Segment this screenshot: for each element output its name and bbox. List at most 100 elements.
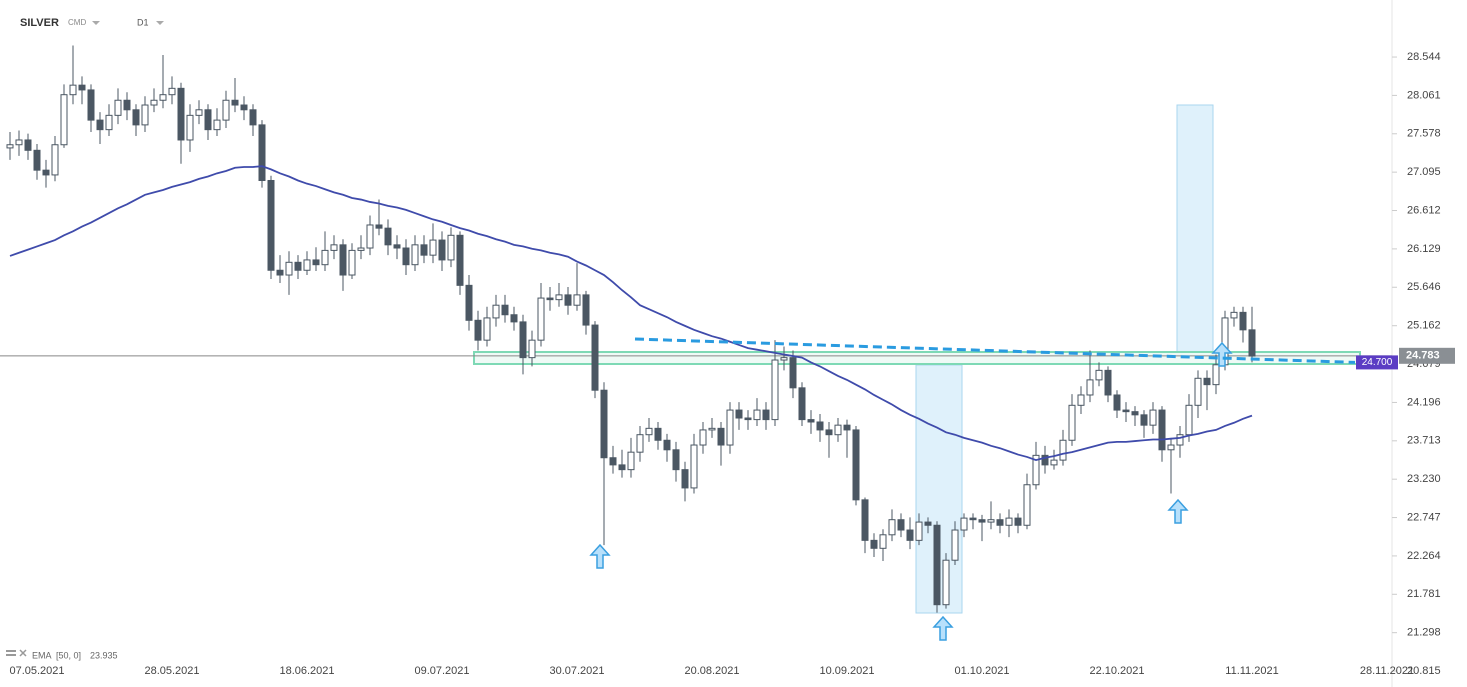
trendline-label: 24.700: [1362, 357, 1393, 368]
indicator-icon[interactable]: [6, 649, 27, 657]
candle-body: [438, 239, 446, 261]
trendline: [634, 337, 1356, 364]
candle-body: [240, 104, 248, 111]
candle-body: [168, 87, 176, 96]
x-tick-label: 30.07.2021: [549, 665, 604, 677]
candle-body: [528, 339, 536, 359]
candle-body: [60, 94, 68, 146]
x-tick-label: 18.06.2021: [279, 665, 334, 677]
candle-body: [204, 109, 212, 131]
x-tick-label: 09.07.2021: [414, 665, 469, 677]
candle-body: [411, 244, 419, 266]
candle-body: [744, 417, 752, 421]
y-tick-label: 26.612: [1407, 204, 1441, 216]
candle-body: [141, 104, 149, 126]
candle-body: [654, 427, 662, 441]
candle-body: [933, 524, 941, 606]
instrument-type[interactable]: CMD: [68, 18, 86, 27]
candle-body: [1131, 411, 1139, 416]
candle-body: [87, 89, 95, 121]
candle-body: [510, 314, 518, 323]
indicator-name: EMA: [32, 650, 52, 660]
candle-body: [573, 294, 581, 306]
candle-body: [1203, 377, 1211, 386]
candle-body: [1077, 394, 1085, 406]
y-tick-label: 23.230: [1407, 473, 1441, 485]
candle-body: [672, 449, 680, 471]
candle-body: [1032, 454, 1040, 486]
candle-body: [51, 144, 59, 176]
candle-body: [726, 409, 734, 446]
candle-body: [834, 424, 842, 436]
candle-body: [429, 239, 437, 256]
candle-body: [249, 109, 257, 126]
candle-body: [1104, 369, 1112, 396]
candle-body: [6, 144, 14, 149]
candle-body: [357, 247, 365, 251]
candle-body: [987, 519, 995, 523]
candle-body: [519, 321, 527, 359]
candle-body: [537, 297, 545, 341]
candle-body: [213, 119, 221, 131]
candle-body: [1023, 484, 1031, 526]
candle-body: [258, 124, 266, 181]
y-tick-label: 25.162: [1407, 320, 1441, 332]
candle-body: [33, 149, 41, 171]
candle-body: [312, 259, 320, 266]
candle-body: [42, 169, 50, 176]
dropdown-icon[interactable]: [92, 21, 100, 25]
dropdown-icon[interactable]: [156, 21, 164, 25]
y-tick-label: 27.095: [1407, 166, 1441, 178]
candle-body: [348, 249, 356, 276]
candle-body: [1167, 444, 1175, 451]
candle-body: [1068, 404, 1076, 441]
up-arrow: [1211, 341, 1233, 367]
candle-body: [1041, 454, 1049, 466]
indicator-params: [50, 0]: [56, 650, 81, 660]
candle-body: [771, 359, 779, 421]
candle-body: [753, 409, 761, 421]
candle-body: [915, 521, 923, 541]
up-arrow: [932, 615, 954, 641]
candle-body: [762, 409, 770, 421]
interval[interactable]: D1: [137, 17, 149, 27]
arrows: [589, 341, 1233, 641]
y-tick-label: 25.646: [1407, 281, 1441, 293]
candle-body: [798, 387, 806, 421]
overlay: [589, 337, 1356, 641]
candle-body: [195, 109, 203, 116]
indicator-value: 23.935: [90, 650, 118, 660]
candle-body: [780, 357, 788, 361]
last-price-label: 24.783: [1406, 350, 1440, 362]
ema-line: [9, 165, 1253, 462]
y-tick-label: 21.781: [1407, 588, 1441, 600]
candle-body: [807, 419, 815, 423]
candle-body: [105, 114, 113, 131]
y-tick-label: 23.713: [1407, 435, 1441, 447]
y-tick-label: 22.747: [1407, 511, 1441, 523]
candle-body: [1176, 434, 1184, 446]
candle-body: [150, 99, 158, 106]
candle-body: [456, 234, 464, 286]
candle-body: [690, 444, 698, 489]
last-price-box: [1399, 347, 1455, 364]
trendline-label-box: [1356, 355, 1398, 370]
candle-body: [825, 429, 833, 436]
symbol[interactable]: SILVER: [20, 17, 59, 29]
candle-body: [474, 319, 482, 341]
candle-body: [636, 434, 644, 453]
candle-body: [924, 521, 932, 526]
candle-body: [1086, 379, 1094, 396]
candle-body: [393, 244, 401, 249]
candle-body: [114, 99, 122, 116]
candle-body: [564, 294, 572, 306]
y-tick-label: 27.578: [1407, 128, 1441, 140]
candle-body: [879, 534, 887, 549]
candle-body: [321, 249, 329, 266]
candle-body: [708, 427, 716, 431]
candle-body: [123, 99, 131, 111]
candle-body: [285, 261, 293, 276]
candle-body: [231, 99, 239, 106]
candle-body: [942, 559, 950, 606]
